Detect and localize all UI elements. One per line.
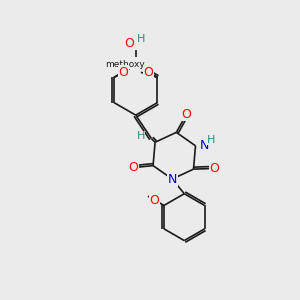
Text: N: N bbox=[168, 173, 177, 186]
Text: O: O bbox=[209, 161, 219, 175]
Text: H: H bbox=[136, 131, 145, 141]
Text: O: O bbox=[181, 108, 191, 121]
Text: O: O bbox=[134, 58, 144, 71]
Text: O: O bbox=[118, 65, 128, 79]
Text: O: O bbox=[143, 65, 153, 79]
Text: H: H bbox=[207, 134, 215, 145]
Text: O: O bbox=[129, 160, 139, 173]
Text: O: O bbox=[150, 194, 160, 206]
Text: methoxy: methoxy bbox=[105, 60, 145, 69]
Text: H: H bbox=[137, 34, 145, 44]
Text: O: O bbox=[124, 37, 134, 50]
Text: N: N bbox=[200, 139, 209, 152]
